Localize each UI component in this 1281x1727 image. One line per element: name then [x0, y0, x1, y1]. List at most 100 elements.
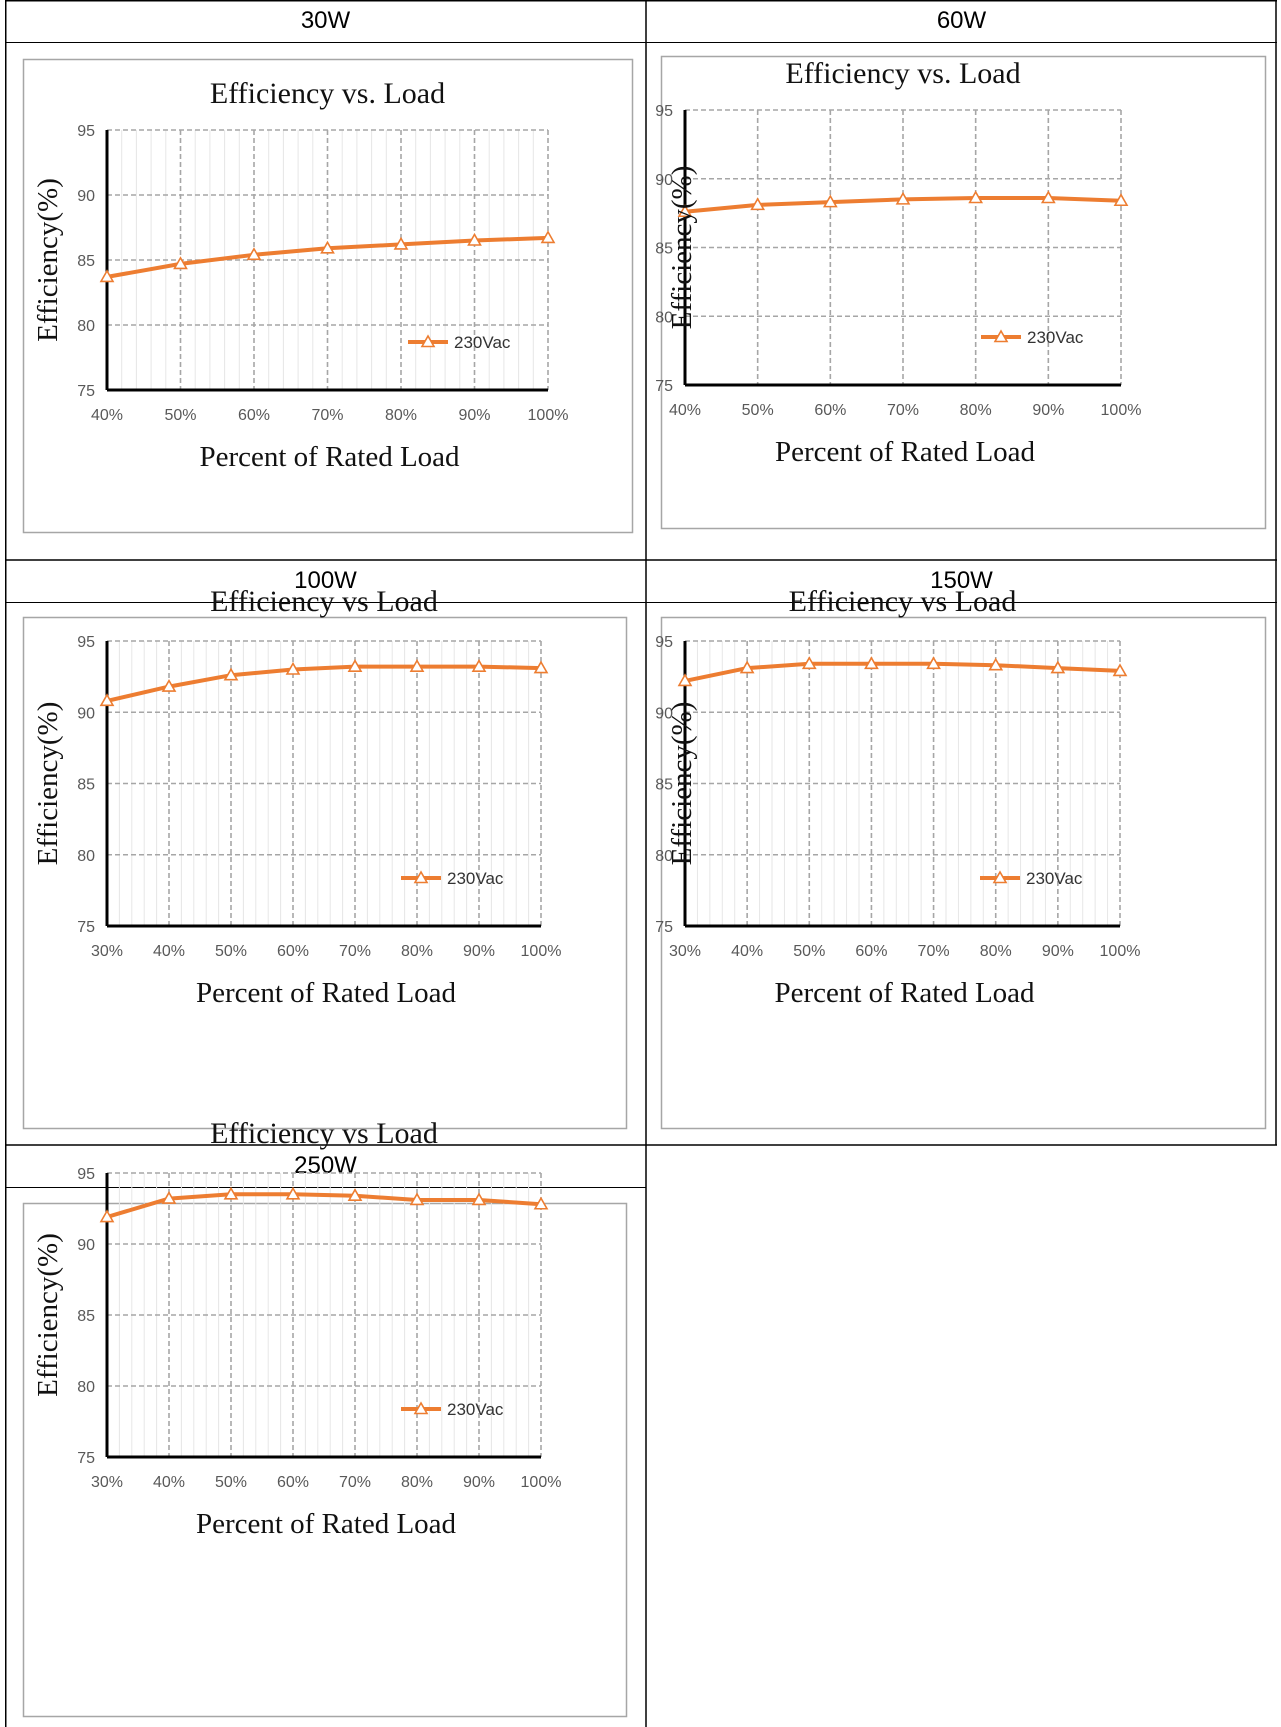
y-tick-label: 90 [77, 1237, 95, 1254]
series-line-230vac [106, 1192, 542, 1219]
data-point-marker [347, 1188, 363, 1202]
data-point-marker [285, 1186, 301, 1200]
x-tick-label: 90% [463, 1474, 495, 1491]
x-tick-label: 50% [164, 407, 196, 424]
y-tick-label: 75 [77, 919, 95, 936]
data-point-marker [471, 659, 487, 672]
chart-title: Efficiency vs Load [210, 585, 438, 618]
data-point-marker [99, 693, 115, 707]
data-point-marker [988, 657, 1004, 671]
x-tick-label: 40% [153, 1474, 185, 1491]
chart-panel-border [22, 616, 628, 1130]
y-tick-label: 90 [655, 705, 673, 722]
x-tick-label: 60% [277, 943, 309, 960]
y-tick-label: 95 [655, 103, 673, 120]
x-axis-title: Percent of Rated Load [774, 977, 1035, 1009]
y-tick-label: 75 [655, 919, 673, 936]
y-tick-label: 90 [655, 172, 673, 189]
x-tick-label: 100% [528, 407, 569, 424]
efficiency-chart-150w: Efficiency vs Load 75 80 85 90 95 30% 40% 50% 60%… [655, 585, 1267, 1130]
legend-label: 230Vac [1026, 869, 1083, 888]
x-tick-label: 90% [1042, 943, 1074, 960]
x-tick-label: 100% [1100, 943, 1141, 960]
data-point-marker [739, 660, 755, 674]
x-tick-label: 100% [521, 1474, 562, 1491]
y-tick-label: 95 [655, 634, 673, 651]
y-tick-label: 85 [77, 253, 95, 270]
efficiency-chart-30w: Efficiency vs. Load 75 80 85 90 95 40% 50% 60% 70… [22, 58, 634, 534]
x-tick-label: 90% [458, 407, 490, 424]
data-point-marker [1040, 190, 1056, 204]
legend-label: 230Vac [447, 869, 504, 888]
x-tick-label: 40% [91, 407, 123, 424]
y-tick-label: 90 [77, 188, 95, 205]
chart-panel-border [660, 55, 1267, 530]
cell-header: 150W [646, 560, 1277, 603]
data-point-marker [968, 190, 984, 204]
data-point-marker [173, 256, 188, 270]
x-axis-title: Percent of Rated Load [199, 441, 460, 473]
data-point-marker [1112, 663, 1128, 677]
x-tick-label: 30% [91, 943, 123, 960]
x-tick-label: 30% [91, 1474, 123, 1491]
x-tick-label: 40% [153, 943, 185, 960]
data-point-marker [1113, 193, 1129, 207]
data-point-marker [393, 236, 409, 250]
x-tick-label: 80% [385, 407, 417, 424]
x-tick-label: 70% [339, 943, 371, 960]
efficiency-chart-250w: Efficiency vs Load 75 80 85 90 95 30% 40% 50% 60%… [22, 1117, 628, 1718]
data-point-marker [161, 1190, 177, 1204]
x-axis-title: Percent of Rated Load [196, 977, 457, 1009]
chart-panel-border [660, 616, 1267, 1130]
data-point-marker [99, 269, 115, 283]
chart-title: Efficiency vs. Load [210, 77, 445, 110]
data-point-marker [347, 659, 363, 672]
legend-marker [992, 870, 1008, 884]
x-tick-label: 70% [339, 1474, 371, 1491]
y-tick-label: 95 [77, 1166, 95, 1183]
data-point-marker [99, 1209, 115, 1223]
data-point-marker [533, 1196, 549, 1210]
data-point-marker [409, 659, 425, 672]
legend-label: 230Vac [454, 333, 511, 352]
x-tick-label: 70% [887, 402, 919, 419]
y-axis-title: Efficiency(%) [666, 702, 698, 866]
y-tick-label: 95 [77, 634, 95, 651]
data-point-marker [540, 230, 556, 244]
data-point-marker [223, 667, 239, 681]
x-tick-label: 50% [215, 1474, 247, 1491]
table-cell-250w: 250W [5, 1145, 646, 1727]
y-axis-title: Efficiency(%) [32, 178, 64, 342]
data-point-marker [409, 1192, 425, 1206]
y-tick-label: 75 [77, 383, 95, 400]
y-tick-label: 80 [655, 309, 673, 326]
chart-title: Efficiency vs Load [789, 585, 1017, 618]
efficiency-chart-60w: Efficiency vs. Load 75 80 85 90 95 40% 50% 60% 70… [655, 55, 1267, 530]
data-point-marker [467, 232, 482, 246]
legend-marker [993, 329, 1009, 343]
x-axis-title: Percent of Rated Load [196, 1508, 457, 1540]
y-tick-label: 85 [77, 777, 95, 794]
x-tick-label: 40% [669, 402, 701, 419]
y-tick-label: 85 [655, 777, 673, 794]
y-tick-label: 80 [655, 848, 673, 865]
x-axis-title: Percent of Rated Load [775, 436, 1036, 468]
x-tick-label: 50% [793, 943, 825, 960]
data-point-marker [926, 656, 941, 670]
x-tick-label: 60% [277, 1474, 309, 1491]
legend-label: 230Vac [447, 1400, 504, 1419]
table-cell-150w: 150W [646, 560, 1277, 1145]
data-point-marker [246, 247, 262, 261]
y-tick-label: 80 [77, 848, 95, 865]
y-axis-title: Efficiency(%) [32, 1233, 64, 1397]
x-tick-label: 60% [238, 407, 270, 424]
data-point-marker [533, 660, 549, 674]
table-cell-100w: 100W [5, 560, 646, 1145]
x-tick-label: 50% [215, 943, 247, 960]
y-tick-label: 75 [655, 378, 673, 395]
x-tick-label: 60% [814, 402, 846, 419]
data-point-marker [801, 656, 817, 670]
y-tick-label: 85 [655, 241, 673, 258]
data-point-marker [285, 661, 301, 675]
series-line-230vac [684, 661, 1121, 683]
